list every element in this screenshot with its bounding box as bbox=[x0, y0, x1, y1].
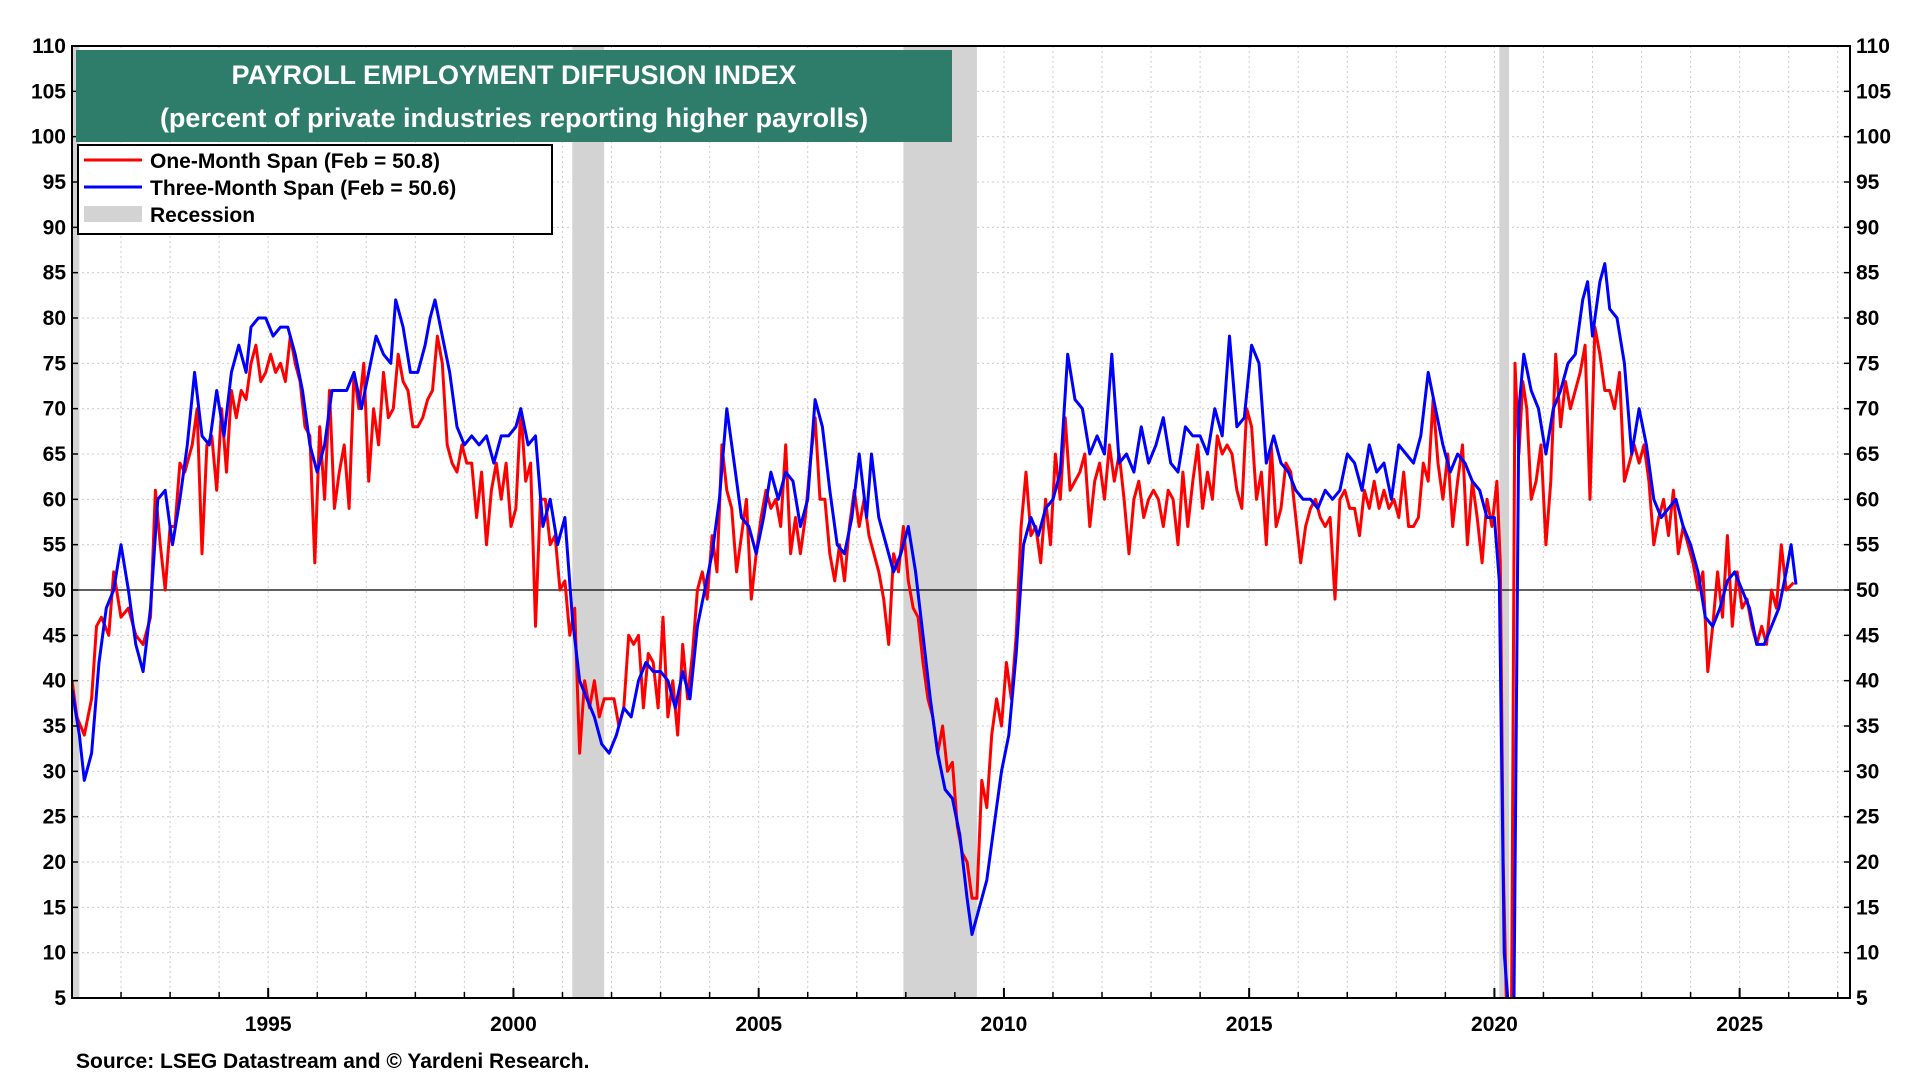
y-tick-label-left: 25 bbox=[43, 806, 67, 829]
y-tick-label-right: 5 bbox=[1856, 987, 1868, 1010]
y-tick-label-left: 10 bbox=[43, 942, 66, 965]
recession-layer bbox=[72, 46, 1510, 998]
x-tick-label: 2005 bbox=[735, 1013, 782, 1036]
y-tick-label-right: 55 bbox=[1856, 534, 1880, 557]
y-tick-label-left: 60 bbox=[43, 488, 66, 511]
chart-title: PAYROLL EMPLOYMENT DIFFUSION INDEX bbox=[231, 60, 796, 90]
chart-subtitle: (percent of private industries reporting… bbox=[160, 103, 868, 133]
y-tick-label-right: 45 bbox=[1856, 624, 1880, 647]
y-tick-label-left: 105 bbox=[31, 80, 66, 103]
legend-label-three-month: Three-Month Span (Feb = 50.6) bbox=[150, 177, 456, 200]
y-tick-label-right: 85 bbox=[1856, 262, 1880, 285]
legend-box bbox=[77, 144, 553, 235]
y-tick-label-left: 95 bbox=[43, 171, 67, 194]
y-tick-label-left: 40 bbox=[43, 670, 66, 693]
y-tick-label-left: 35 bbox=[43, 715, 67, 738]
legend: One-Month Span (Feb = 50.8) Three-Month … bbox=[77, 144, 553, 235]
x-tick-label: 2000 bbox=[490, 1013, 537, 1036]
y-tick-label-left: 110 bbox=[32, 35, 66, 58]
y-tick-label-right: 10 bbox=[1856, 942, 1879, 965]
y-tick-label-right: 105 bbox=[1856, 80, 1891, 103]
y-tick-label-left: 100 bbox=[31, 126, 66, 149]
y-tick-label-left: 55 bbox=[43, 534, 67, 557]
plot-frame bbox=[71, 45, 1851, 999]
legend-label-one-month: One-Month Span (Feb = 50.8) bbox=[150, 150, 440, 173]
y-tick-label-right: 90 bbox=[1856, 216, 1879, 239]
y-tick-label-right: 80 bbox=[1856, 307, 1879, 330]
y-tick-label-left: 90 bbox=[43, 216, 66, 239]
y-tick-label-right: 60 bbox=[1856, 488, 1879, 511]
y-tick-label-right: 50 bbox=[1856, 579, 1879, 602]
y-tick-label-left: 85 bbox=[43, 262, 67, 285]
y-tick-label-left: 80 bbox=[43, 307, 66, 330]
y-tick-label-right: 100 bbox=[1856, 126, 1891, 149]
y-tick-label-left: 45 bbox=[43, 624, 67, 647]
recession-band bbox=[1499, 46, 1510, 998]
y-tick-label-left: 50 bbox=[43, 579, 66, 602]
x-tick-label: 2020 bbox=[1471, 1013, 1518, 1036]
y-tick-label-right: 75 bbox=[1856, 352, 1880, 375]
x-tick-label: 1995 bbox=[245, 1013, 292, 1036]
y-tick-label-left: 20 bbox=[43, 851, 66, 874]
title-box: PAYROLL EMPLOYMENT DIFFUSION INDEX (perc… bbox=[76, 50, 952, 142]
series-layer bbox=[72, 262, 1850, 998]
legend-swatch-recession bbox=[84, 206, 142, 222]
recession-band bbox=[903, 46, 977, 998]
x-tick-label: 2025 bbox=[1716, 1013, 1763, 1036]
recession-band bbox=[572, 46, 605, 998]
y-tick-label-left: 5 bbox=[54, 987, 66, 1010]
x-tick-label: 2010 bbox=[981, 1013, 1028, 1036]
y-tick-label-right: 65 bbox=[1856, 443, 1880, 466]
y-tick-label-left: 30 bbox=[43, 760, 66, 783]
y-tick-label-left: 15 bbox=[43, 896, 67, 919]
recession-band bbox=[72, 46, 80, 998]
y-tick-label-right: 35 bbox=[1856, 715, 1880, 738]
y-tick-label-right: 70 bbox=[1856, 398, 1879, 421]
y-tick-label-right: 95 bbox=[1856, 171, 1880, 194]
y-tick-label-right: 25 bbox=[1856, 806, 1880, 829]
y-tick-label-right: 40 bbox=[1856, 670, 1879, 693]
y-tick-label-right: 15 bbox=[1856, 896, 1880, 919]
y-tick-label-left: 75 bbox=[43, 352, 67, 375]
y-tick-label-right: 30 bbox=[1856, 760, 1879, 783]
x-tick-label: 2015 bbox=[1226, 1013, 1273, 1036]
series-line-three-month bbox=[72, 262, 1798, 998]
y-tick-label-left: 70 bbox=[43, 398, 66, 421]
source-note: Source: LSEG Datastream and © Yardeni Re… bbox=[76, 1050, 589, 1073]
y-tick-label-right: 20 bbox=[1856, 851, 1879, 874]
y-tick-label-left: 65 bbox=[43, 443, 67, 466]
series-line-one-month bbox=[72, 325, 1795, 998]
y-tick-label-right: 110 bbox=[1856, 35, 1890, 58]
legend-label-recession: Recession bbox=[150, 204, 255, 227]
